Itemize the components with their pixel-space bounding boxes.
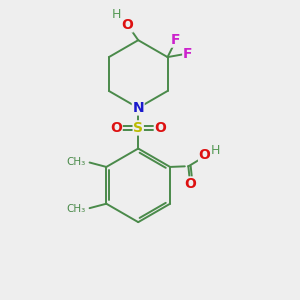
Text: F: F	[171, 33, 181, 47]
Text: CH₃: CH₃	[66, 204, 85, 214]
Text: O: O	[121, 18, 133, 32]
Text: O: O	[199, 148, 211, 162]
Text: N: N	[132, 101, 144, 115]
Text: F: F	[183, 47, 192, 61]
Text: S: S	[133, 121, 143, 135]
Text: CH₃: CH₃	[66, 157, 85, 166]
Text: O: O	[154, 121, 166, 135]
Text: H: H	[211, 144, 220, 157]
Text: O: O	[110, 121, 122, 135]
Text: H: H	[112, 8, 122, 21]
Text: O: O	[184, 177, 196, 191]
